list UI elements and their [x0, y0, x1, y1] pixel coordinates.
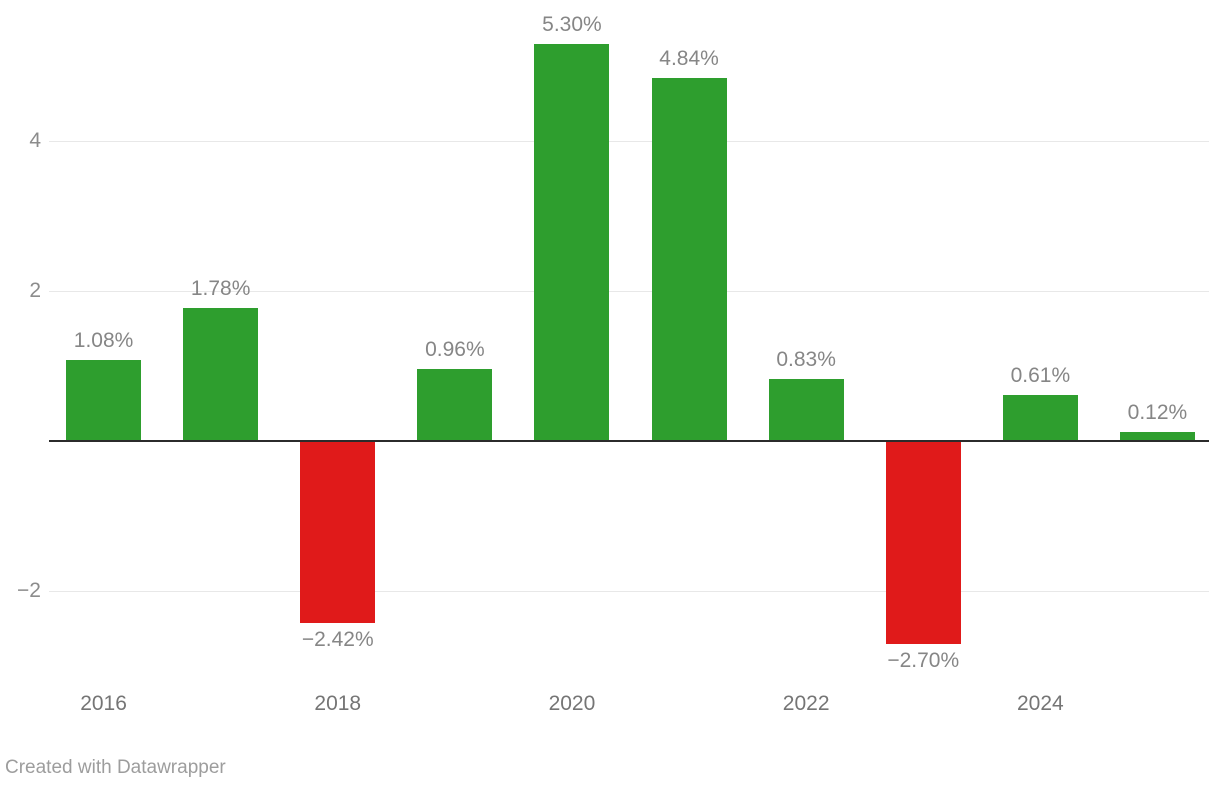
y-gridline [49, 140, 1209, 142]
bar-value-label: 5.30% [542, 12, 602, 36]
bar-value-label: 0.83% [776, 347, 836, 371]
bar-2019 [417, 369, 493, 441]
bar-2022 [768, 378, 844, 441]
x-tick-label: 2018 [314, 692, 362, 715]
x-tick-label: 2016 [80, 692, 127, 715]
bar-2017 [183, 307, 259, 441]
bar-value-label: 1.78% [190, 276, 251, 300]
bar-value-label: 0.61% [1010, 364, 1071, 388]
bar-2024 [1002, 395, 1078, 441]
datawrapper-credit: Created with Datawrapper [5, 757, 226, 778]
bar-2025 [1119, 432, 1195, 441]
bar-value-label: 4.84% [659, 47, 719, 70]
bar-2021 [651, 78, 727, 441]
x-tick-label: 2022 [782, 692, 830, 715]
x-axis-baseline [49, 440, 1209, 442]
bar-2016 [66, 360, 142, 441]
y-tick-label: 2 [29, 279, 41, 302]
y-gridline [49, 290, 1209, 292]
y-gridline [49, 590, 1209, 592]
y-tick-label: −2 [17, 579, 41, 602]
bar-value-label: 1.08% [73, 329, 134, 352]
bar-value-label: 0.96% [425, 338, 485, 361]
x-tick-label: 2020 [548, 692, 596, 715]
bar-value-label: 0.12% [1127, 401, 1188, 424]
bar-value-label: −2.42% [301, 627, 374, 651]
x-tick-label: 2024 [1016, 692, 1064, 715]
bar-value-label: −2.70% [887, 648, 960, 672]
bar-2020 [534, 43, 610, 441]
bar-2018 [300, 441, 376, 623]
bar-2023 [885, 441, 961, 644]
y-tick-label: 4 [29, 129, 41, 152]
